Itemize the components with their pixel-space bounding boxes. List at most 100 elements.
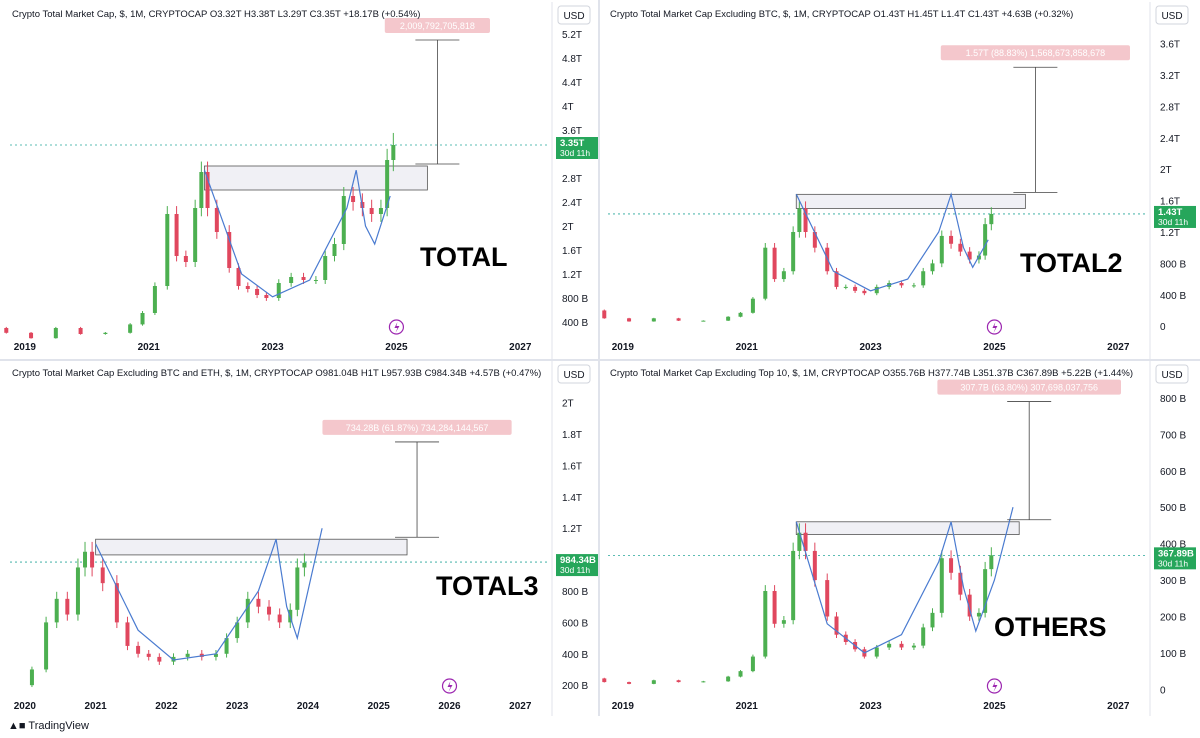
candle-body[interactable] — [29, 332, 34, 339]
candle-body[interactable] — [763, 591, 768, 657]
chart-canvas[interactable]: 0 400 B 800 B 1.2T 1.6T 2T 2.4T 2.8T 3.2T 3.6T 201… — [577, 2, 1196, 359]
candle-body[interactable] — [862, 290, 867, 294]
candle-body[interactable] — [193, 208, 198, 262]
candle-body[interactable] — [921, 627, 926, 646]
candle-body[interactable] — [245, 598, 250, 623]
candle-body[interactable] — [199, 172, 204, 208]
candle-body[interactable] — [899, 283, 904, 286]
candle-body[interactable] — [921, 271, 926, 286]
candle-body[interactable] — [791, 550, 796, 621]
currency-button[interactable] — [1155, 364, 1189, 384]
candle-body[interactable] — [797, 208, 802, 232]
candle-body[interactable] — [44, 622, 49, 670]
candle-body[interactable] — [75, 567, 80, 615]
candle-body[interactable] — [125, 622, 130, 646]
candle-body[interactable] — [834, 271, 839, 287]
candle-body[interactable] — [967, 251, 972, 260]
candle-body[interactable] — [185, 653, 190, 657]
candle-body[interactable] — [976, 255, 981, 260]
candle-body[interactable] — [174, 214, 179, 256]
candle-body[interactable] — [54, 598, 59, 623]
currency-button[interactable] — [557, 5, 591, 25]
candle-body[interactable] — [651, 680, 656, 684]
candle-body[interactable] — [834, 616, 839, 635]
candle-body[interactable] — [140, 313, 145, 325]
candle-body[interactable] — [627, 682, 632, 684]
candle-body[interactable] — [157, 656, 162, 662]
candle-body[interactable] — [726, 676, 731, 682]
candle-body[interactable] — [967, 594, 972, 617]
candle-body[interactable] — [701, 320, 706, 322]
candle-body[interactable] — [369, 208, 374, 214]
candle-body[interactable] — [853, 286, 858, 291]
candle-body[interactable] — [781, 620, 786, 624]
candle-body[interactable] — [949, 558, 954, 573]
candle-body[interactable] — [205, 172, 210, 208]
candle-body[interactable] — [803, 532, 808, 551]
candle-body[interactable] — [772, 591, 777, 624]
candle-body[interactable] — [267, 606, 272, 615]
candle-body[interactable] — [295, 567, 300, 610]
resistance-zone[interactable] — [95, 538, 408, 556]
cup-and-handle-curve[interactable] — [95, 528, 323, 661]
candle-body[interactable] — [602, 678, 607, 683]
cup-and-handle-curve[interactable] — [203, 169, 391, 298]
candle-body[interactable] — [103, 332, 108, 334]
candle-body[interactable] — [83, 551, 88, 568]
candle-body[interactable] — [302, 562, 307, 568]
candle-body[interactable] — [65, 598, 70, 615]
candle-body[interactable] — [676, 680, 681, 683]
currency-button[interactable] — [557, 364, 591, 384]
candle-body[interactable] — [90, 551, 95, 568]
candle-body[interactable] — [930, 263, 935, 272]
candle-body[interactable] — [983, 569, 988, 613]
candle-body[interactable] — [276, 283, 281, 298]
candle-body[interactable] — [100, 567, 105, 584]
lightning-icon[interactable] — [986, 319, 1003, 335]
candle-body[interactable] — [264, 295, 269, 298]
candle-body[interactable] — [165, 214, 170, 286]
cup-and-handle-curve[interactable] — [795, 192, 989, 292]
candle-body[interactable] — [289, 277, 294, 283]
candle-body[interactable] — [874, 286, 879, 294]
candle-body[interactable] — [939, 558, 944, 613]
candle-body[interactable] — [332, 244, 337, 256]
candle-body[interactable] — [874, 647, 879, 657]
candle-body[interactable] — [803, 208, 808, 232]
candle-body[interactable] — [939, 235, 944, 264]
candle-body[interactable] — [277, 614, 282, 623]
candle-body[interactable] — [812, 232, 817, 248]
candle-body[interactable] — [726, 316, 731, 321]
candle-body[interactable] — [701, 681, 706, 683]
candle-body[interactable] — [989, 213, 994, 225]
chart-panel-others[interactable]: 0 100 B 200 B 300 B 400 B 500 B 600 B 700 B 800 … — [552, 361, 1196, 718]
candle-body[interactable] — [53, 328, 58, 339]
candle-body[interactable] — [750, 656, 755, 672]
candle-body[interactable] — [983, 224, 988, 256]
tradingview-logo[interactable]: ▲■ TradingView — [8, 720, 89, 732]
candle-body[interactable] — [738, 312, 743, 317]
candle-body[interactable] — [128, 324, 133, 333]
candle-body[interactable] — [224, 638, 229, 654]
candle-body[interactable] — [114, 583, 119, 623]
lightning-icon[interactable] — [986, 678, 1003, 694]
candle-body[interactable] — [301, 277, 306, 280]
candle-body[interactable] — [676, 318, 681, 321]
candle-body[interactable] — [146, 653, 151, 657]
candle-body[interactable] — [651, 318, 656, 322]
candle-body[interactable] — [152, 286, 157, 313]
candle-body[interactable] — [911, 645, 916, 648]
candle-body[interactable] — [236, 268, 241, 286]
candle-body[interactable] — [4, 328, 9, 333]
candle-body[interactable] — [213, 653, 218, 657]
candle-body[interactable] — [989, 555, 994, 570]
candle-body[interactable] — [949, 235, 954, 244]
lightning-icon[interactable] — [388, 319, 405, 335]
candle-body[interactable] — [843, 286, 848, 288]
candle-body[interactable] — [899, 643, 904, 648]
candle-body[interactable] — [825, 580, 830, 617]
